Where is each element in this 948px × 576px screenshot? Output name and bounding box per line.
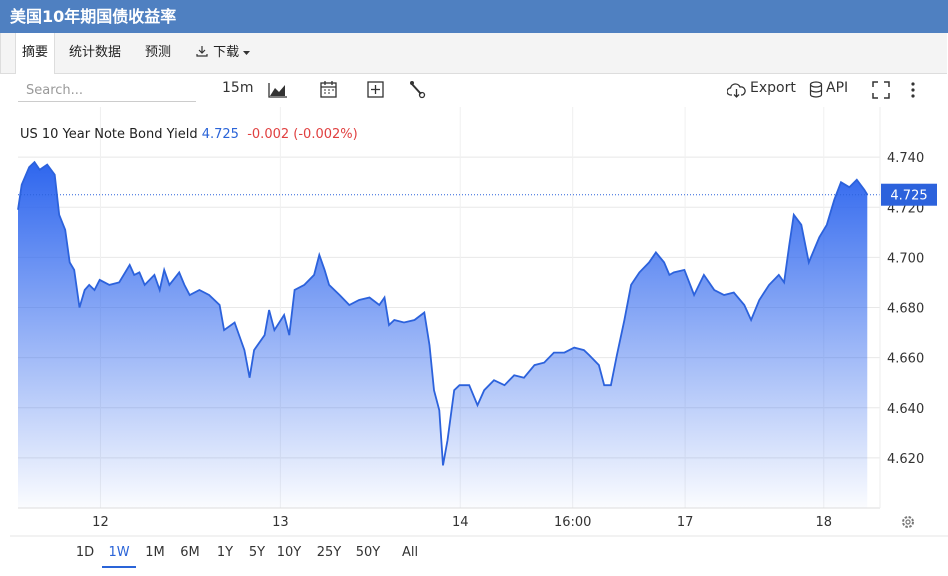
quote-header: US 10 Year Note Bond Yield 4.725 -0.002 … xyxy=(20,127,358,142)
page-title: 美国10年期国债收益率 xyxy=(10,7,177,26)
last-price-tag xyxy=(881,183,937,206)
export-button[interactable]: Export xyxy=(750,80,796,96)
fullscreen-icon[interactable] xyxy=(872,81,890,99)
x-tick-label: 13 xyxy=(272,515,289,530)
series-name: US 10 Year Note Bond Yield xyxy=(20,127,198,142)
range-button[interactable]: 1M xyxy=(145,545,165,560)
range-button[interactable]: 1Y xyxy=(216,545,234,560)
y-tick-label: 4.620 xyxy=(887,452,924,467)
search-box[interactable]: Search... xyxy=(18,80,196,102)
settings-icon[interactable] xyxy=(902,516,914,528)
x-tick-label: 18 xyxy=(816,515,833,530)
range-button[interactable]: 5Y xyxy=(248,545,266,560)
x-tick-label: 17 xyxy=(677,515,694,530)
area xyxy=(18,162,868,508)
tab[interactable]: 下载 xyxy=(189,33,257,73)
line xyxy=(17,160,869,466)
y-tick-label: 4.740 xyxy=(887,151,924,166)
tab-label: 下载 xyxy=(213,45,240,60)
compare-icon[interactable] xyxy=(367,81,384,98)
download-icon xyxy=(196,46,208,57)
api-icon xyxy=(809,81,823,98)
chart-type-icon[interactable] xyxy=(268,83,287,98)
range-button[interactable]: 1D xyxy=(75,545,95,560)
range-button[interactable]: All xyxy=(401,545,419,560)
tool-icons xyxy=(268,81,426,99)
x-tick-label: 16:00 xyxy=(554,515,591,530)
tab[interactable]: 统计数据 xyxy=(69,45,122,60)
api-button[interactable]: API xyxy=(826,80,849,96)
change: -0.002 xyxy=(247,127,290,142)
indicator-icon[interactable] xyxy=(410,81,426,99)
x-tick-label: 14 xyxy=(452,515,469,530)
last-price: 4.725 xyxy=(201,127,239,142)
view-icons xyxy=(872,81,915,99)
range-button[interactable]: 25Y xyxy=(316,545,342,560)
tab[interactable]: 预测 xyxy=(145,45,172,60)
y-tick-label: 4.640 xyxy=(887,402,924,417)
range-button[interactable]: 1W xyxy=(102,540,136,568)
menu-icon[interactable] xyxy=(911,82,915,98)
interval[interactable]: 15m xyxy=(222,80,254,96)
y-tick-label: 4.660 xyxy=(887,352,924,367)
y-tick-label: 4.700 xyxy=(887,251,924,266)
caret xyxy=(243,51,251,55)
calendar-icon[interactable] xyxy=(320,81,337,98)
tab-bar: 摘要 统计数据 预测 下载 xyxy=(0,33,947,74)
range-button[interactable]: 6M xyxy=(180,545,200,560)
y-tick-label: 4.680 xyxy=(887,302,924,317)
x-tick-label: 12 xyxy=(92,515,109,530)
export-icon xyxy=(727,83,746,98)
range-button[interactable]: 50Y xyxy=(355,545,381,560)
change-pct: (-0.002%) xyxy=(293,127,358,142)
tab[interactable]: 摘要 xyxy=(15,33,56,74)
last-price-label: 4.725 xyxy=(890,189,927,204)
range-button[interactable]: 10Y xyxy=(276,545,302,560)
title-bar: 美国10年期国债收益率 xyxy=(0,0,948,33)
